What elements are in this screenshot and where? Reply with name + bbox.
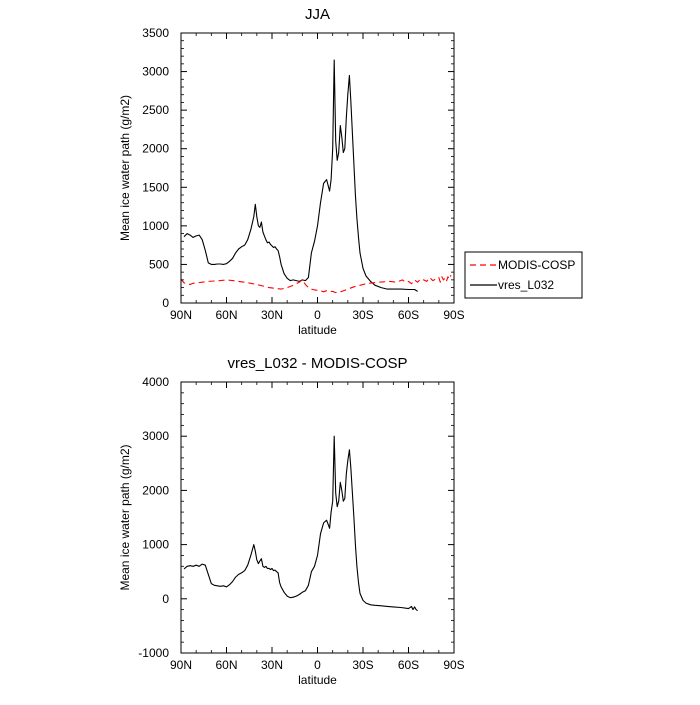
x-tick-label: 90S xyxy=(443,658,464,672)
x-tick-label: 30S xyxy=(352,308,373,322)
x-axis-label: latitude xyxy=(298,673,337,687)
x-tick-label: 0 xyxy=(314,658,321,672)
legend-label: MODIS-COSP xyxy=(498,258,575,272)
x-tick-label: 90N xyxy=(170,308,192,322)
y-tick-label: 3000 xyxy=(142,429,169,443)
plot-frame xyxy=(180,32,455,304)
legend: MODIS-COSP vres_L032 xyxy=(464,251,583,299)
bottom-panel: vres_L032 - MODIS-COSP 90N 60N 30N 0 30S 60S 90… xyxy=(118,355,465,687)
y-tick-label: 0 xyxy=(162,296,169,310)
x-tick-label: 60N xyxy=(215,308,237,322)
series-line-vres-l032 xyxy=(183,59,418,292)
y-tick-label: 0 xyxy=(162,592,169,606)
series-line-modis-cosp xyxy=(180,274,452,294)
x-tick-label: 30S xyxy=(352,658,373,672)
y-tick-label: 2000 xyxy=(142,142,169,156)
x-tick-label: 30N xyxy=(261,658,283,672)
y-tick-label: 1500 xyxy=(142,180,169,194)
x-tick-label: 60N xyxy=(215,658,237,672)
x-tick-label: 60S xyxy=(398,658,419,672)
y-axis-label: Mean ice water path (g/m2) xyxy=(118,444,132,590)
x-tick-label: 60S xyxy=(398,308,419,322)
x-axis-label: latitude xyxy=(298,323,337,337)
y-tick-label: 500 xyxy=(149,257,169,271)
y-tick-label: 3500 xyxy=(142,26,169,40)
y-tick-label: 4000 xyxy=(142,375,169,389)
x-tick-label: 30N xyxy=(261,308,283,322)
y-tick-label: 3000 xyxy=(142,65,169,79)
chart-title: JJA xyxy=(305,6,330,23)
series-line-vres-l032-modis-cosp xyxy=(183,435,418,612)
y-tick-label: -1000 xyxy=(138,646,169,660)
plot-frame xyxy=(180,381,455,654)
chart-title: vres_L032 - MODIS-COSP xyxy=(227,355,407,372)
legend-label: vres_L032 xyxy=(498,278,554,292)
y-tick-label: 2000 xyxy=(142,483,169,497)
y-tick-label: 1000 xyxy=(142,219,169,233)
x-tick-label: 90S xyxy=(443,308,464,322)
legend-box xyxy=(464,251,583,299)
x-tick-label: 90N xyxy=(170,658,192,672)
x-tick-label: 0 xyxy=(314,308,321,322)
y-tick-label: 2500 xyxy=(142,103,169,117)
y-tick-label: 1000 xyxy=(142,538,169,552)
y-axis-label: Mean ice water path (g/m2) xyxy=(118,95,132,241)
top-panel: JJA 90N 60N 30N 0 30S 60S 90S 0 500 1000 1500 2000 25… xyxy=(118,6,465,337)
